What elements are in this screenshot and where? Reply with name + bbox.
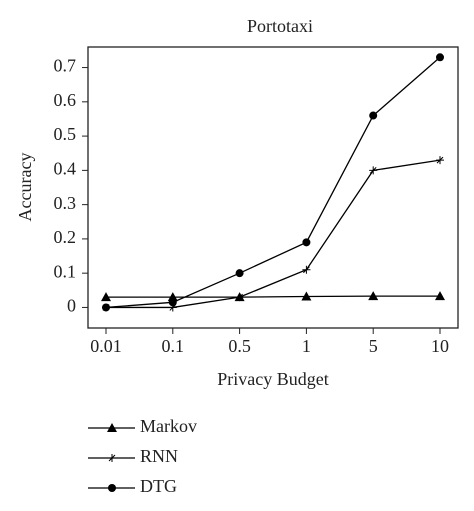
y-tick-label: 0.3 — [54, 193, 77, 213]
marker — [101, 292, 111, 302]
x-tick-label: 5 — [369, 336, 378, 356]
marker — [368, 291, 379, 301]
x-tick-label: 10 — [431, 336, 449, 356]
x-tick-label: 0.1 — [162, 336, 185, 356]
legend-label: RNN — [140, 446, 178, 466]
x-axis-title: Privacy Budget — [217, 369, 328, 389]
marker — [302, 265, 311, 274]
y-tick-label: 0.2 — [54, 227, 77, 247]
marker — [369, 166, 378, 175]
marker — [235, 269, 244, 278]
marker — [167, 292, 178, 302]
x-tick-label: 0.01 — [90, 336, 122, 356]
legend-label: DTG — [140, 476, 177, 496]
marker — [301, 291, 312, 301]
y-tick-label: 0 — [67, 296, 76, 316]
marker — [369, 111, 378, 120]
series-line — [105, 56, 441, 309]
x-tick-label: 0.5 — [228, 336, 251, 356]
y-tick-label: 0.6 — [54, 90, 77, 110]
plot-frame — [87, 46, 459, 329]
series-line — [106, 159, 441, 309]
x-tick-label: 1 — [302, 336, 311, 356]
marker — [102, 303, 110, 312]
y-tick-label: 0.1 — [54, 261, 77, 281]
marker — [108, 454, 116, 462]
y-tick-label: 0.4 — [54, 158, 77, 178]
marker — [436, 156, 444, 165]
y-tick-label: 0.7 — [54, 56, 77, 76]
chart-title: Portotaxi — [247, 16, 313, 36]
marker — [302, 238, 311, 247]
marker — [108, 484, 116, 492]
marker — [168, 298, 177, 307]
series-line — [106, 295, 440, 298]
marker — [435, 291, 445, 301]
y-axis-title: Accuracy — [15, 153, 35, 222]
marker — [436, 53, 444, 62]
legend-label: Markov — [140, 416, 197, 436]
marker — [235, 293, 244, 302]
y-tick-label: 0.5 — [54, 124, 77, 144]
marker — [107, 423, 117, 432]
